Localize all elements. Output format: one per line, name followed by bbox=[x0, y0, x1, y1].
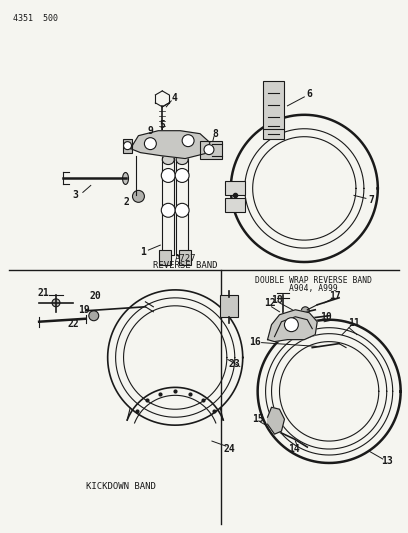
Text: 14: 14 bbox=[288, 444, 300, 454]
Circle shape bbox=[161, 203, 175, 217]
Circle shape bbox=[182, 135, 194, 147]
Text: 6: 6 bbox=[306, 89, 312, 99]
Text: 24: 24 bbox=[224, 444, 236, 454]
Text: 12: 12 bbox=[264, 298, 275, 308]
Text: 20: 20 bbox=[90, 291, 102, 301]
Circle shape bbox=[133, 190, 144, 203]
Text: A727: A727 bbox=[174, 254, 196, 263]
Ellipse shape bbox=[162, 155, 174, 165]
Bar bbox=[159, 250, 171, 265]
Text: 18: 18 bbox=[272, 295, 284, 305]
Text: 17: 17 bbox=[329, 291, 341, 301]
Circle shape bbox=[124, 142, 131, 150]
Circle shape bbox=[284, 318, 298, 332]
Text: 3: 3 bbox=[72, 190, 78, 200]
Text: 4351  500: 4351 500 bbox=[13, 14, 58, 23]
Text: 15: 15 bbox=[252, 414, 264, 424]
Text: 21: 21 bbox=[37, 288, 49, 298]
Circle shape bbox=[302, 307, 309, 315]
Polygon shape bbox=[268, 310, 317, 342]
Text: 16: 16 bbox=[249, 337, 261, 346]
Bar bbox=[263, 81, 284, 139]
Text: 22: 22 bbox=[67, 319, 79, 329]
Text: KICKDOWN BAND: KICKDOWN BAND bbox=[86, 482, 155, 491]
FancyBboxPatch shape bbox=[200, 141, 222, 158]
Circle shape bbox=[144, 138, 156, 150]
Circle shape bbox=[161, 168, 175, 182]
Bar bbox=[122, 139, 133, 152]
Text: 8: 8 bbox=[212, 128, 218, 139]
Circle shape bbox=[175, 168, 189, 182]
Text: 19: 19 bbox=[78, 305, 90, 315]
FancyBboxPatch shape bbox=[225, 198, 245, 212]
Polygon shape bbox=[131, 131, 210, 158]
Text: REVERSE BAND: REVERSE BAND bbox=[153, 261, 217, 270]
Circle shape bbox=[52, 299, 60, 307]
Text: 7: 7 bbox=[368, 196, 374, 205]
Bar bbox=[179, 250, 191, 265]
Text: 11: 11 bbox=[348, 318, 360, 328]
Circle shape bbox=[204, 144, 214, 155]
Text: DOUBLE WRAP REVERSE BAND: DOUBLE WRAP REVERSE BAND bbox=[255, 277, 372, 286]
Text: 4: 4 bbox=[171, 93, 177, 103]
Text: 23: 23 bbox=[229, 359, 241, 369]
Polygon shape bbox=[268, 407, 284, 434]
Circle shape bbox=[175, 203, 189, 217]
Text: 13: 13 bbox=[381, 456, 392, 466]
FancyBboxPatch shape bbox=[225, 181, 245, 196]
Text: A904, A999: A904, A999 bbox=[289, 285, 338, 293]
Text: 5: 5 bbox=[160, 120, 165, 130]
Text: 9: 9 bbox=[147, 126, 153, 136]
Ellipse shape bbox=[122, 173, 129, 184]
Circle shape bbox=[89, 311, 99, 321]
Circle shape bbox=[302, 315, 309, 322]
FancyBboxPatch shape bbox=[220, 295, 238, 317]
Ellipse shape bbox=[176, 155, 188, 165]
Text: 1: 1 bbox=[140, 247, 146, 257]
Text: 2: 2 bbox=[124, 197, 129, 207]
Text: 10: 10 bbox=[320, 312, 332, 322]
